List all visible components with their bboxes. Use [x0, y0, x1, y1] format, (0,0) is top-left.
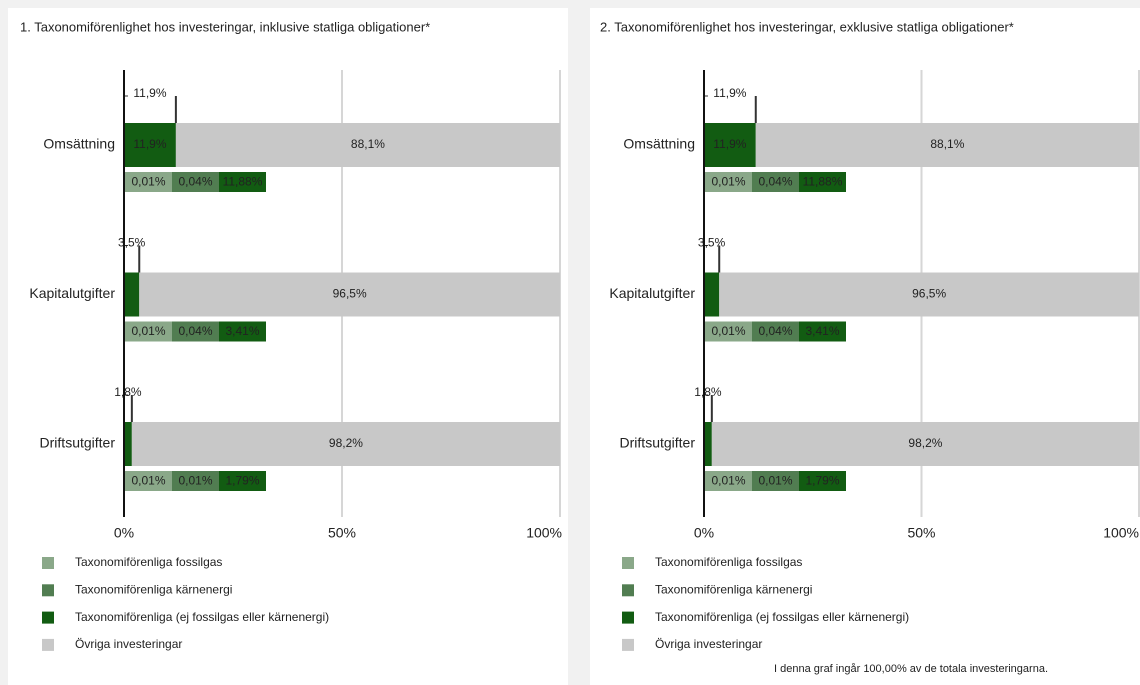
breakdown-box: [799, 321, 846, 342]
breakdown-box: [219, 471, 266, 491]
breakdown-label: 0,01%: [711, 324, 745, 338]
bar-label: 96,5%: [333, 287, 367, 301]
annotation-label: 1,8%: [114, 385, 142, 399]
legend-label: Övriga investeringar: [655, 637, 762, 651]
breakdown-label: 3,41%: [225, 324, 259, 338]
breakdown-box: [172, 172, 219, 192]
bar-label: 98,2%: [329, 436, 363, 450]
legend-swatch: [622, 557, 634, 569]
breakdown-label: 0,04%: [178, 324, 212, 338]
annotation-label: 3,5%: [118, 236, 146, 250]
bar: [711, 422, 1139, 466]
breakdown-box: [705, 172, 752, 192]
bar: [704, 123, 756, 167]
bar-label: 11,9%: [713, 137, 746, 151]
note: I denna graf ingår 100,00% av de totala …: [774, 663, 1048, 675]
x-tick-label: 50%: [907, 525, 935, 541]
bar-label: 98,2%: [908, 436, 942, 450]
bar: [175, 123, 560, 167]
chart-title: 1. Taxonomiförenlighet hos investeringar…: [20, 19, 430, 34]
bar: [704, 272, 720, 317]
legend-label: Taxonomiförenliga fossilgas: [75, 555, 222, 569]
annotation-label: 11,9%: [133, 86, 166, 100]
x-tick-label: 100%: [1103, 525, 1139, 541]
bar: [755, 123, 1139, 167]
breakdown-label: 0,04%: [178, 175, 212, 189]
breakdown-label: 0,01%: [131, 324, 165, 338]
bar: [124, 272, 140, 317]
bar: [131, 422, 560, 466]
legend-label: Taxonomiförenliga (ej fossilgas eller kä…: [75, 610, 329, 624]
bar-label: 88,1%: [351, 137, 385, 151]
panel: [8, 8, 568, 685]
bar-label: 11,9%: [133, 137, 166, 151]
legend-swatch: [622, 611, 634, 624]
bar: [124, 422, 132, 466]
category-label: Kapitalutgifter: [29, 285, 115, 301]
breakdown-label: 0,04%: [758, 175, 792, 189]
legend-swatch: [42, 557, 54, 569]
legend-swatch: [42, 638, 54, 651]
breakdown-label: 11,88%: [223, 175, 263, 189]
bar: [719, 272, 1139, 317]
bar: [704, 422, 712, 466]
legend-swatch: [622, 638, 634, 651]
breakdown-label: 0,01%: [711, 474, 745, 488]
breakdown-box: [125, 172, 172, 192]
breakdown-label: 0,04%: [758, 324, 792, 338]
bar: [124, 123, 176, 167]
category-label: Omsättning: [43, 136, 115, 152]
x-tick-label: 0%: [694, 525, 714, 541]
breakdown-box: [752, 172, 799, 192]
legend-label: Taxonomiförenliga kärnenergi: [75, 582, 232, 596]
breakdown-box: [125, 321, 172, 342]
breakdown-label: 1,79%: [225, 474, 259, 488]
breakdown-label: 1,79%: [805, 474, 839, 488]
legend-swatch: [42, 584, 54, 597]
x-tick-label: 0%: [114, 525, 134, 541]
legend-swatch: [622, 584, 634, 597]
category-label: Driftsutgifter: [620, 435, 696, 451]
breakdown-box: [752, 471, 799, 491]
annotation-label: 3,5%: [698, 236, 726, 250]
breakdown-label: 3,41%: [805, 324, 839, 338]
bar-label: 88,1%: [930, 137, 964, 151]
breakdown-box: [125, 471, 172, 491]
breakdown-label: 0,01%: [131, 474, 165, 488]
breakdown-label: 0,01%: [131, 175, 165, 189]
bar: [139, 272, 560, 317]
breakdown-box: [172, 321, 219, 342]
breakdown-label: 0,01%: [758, 474, 792, 488]
breakdown-label: 0,01%: [711, 175, 745, 189]
breakdown-box: [799, 471, 846, 491]
category-label: Kapitalutgifter: [609, 285, 695, 301]
breakdown-box: [705, 471, 752, 491]
legend-label: Taxonomiförenliga kärnenergi: [655, 582, 812, 596]
legend-label: Övriga investeringar: [75, 637, 182, 651]
bar-label: 96,5%: [912, 287, 946, 301]
x-tick-label: 50%: [328, 525, 356, 541]
annotation-label: 1,8%: [694, 385, 722, 399]
legend-label: Taxonomiförenliga (ej fossilgas eller kä…: [655, 610, 909, 624]
breakdown-box: [705, 321, 752, 342]
category-label: Omsättning: [623, 136, 695, 152]
chart-title: 2. Taxonomiförenlighet hos investeringar…: [600, 19, 1014, 34]
legend-label: Taxonomiförenliga fossilgas: [655, 555, 802, 569]
breakdown-box: [799, 172, 846, 192]
breakdown-label: 11,88%: [803, 175, 843, 189]
breakdown-box: [752, 321, 799, 342]
breakdown-box: [172, 471, 219, 491]
breakdown-box: [219, 172, 266, 192]
category-label: Driftsutgifter: [40, 435, 116, 451]
legend-swatch: [42, 611, 54, 624]
breakdown-box: [219, 321, 266, 342]
x-tick-label: 100%: [526, 525, 562, 541]
annotation-label: 11,9%: [713, 86, 746, 100]
panel: [590, 8, 1140, 685]
breakdown-label: 0,01%: [178, 474, 212, 488]
